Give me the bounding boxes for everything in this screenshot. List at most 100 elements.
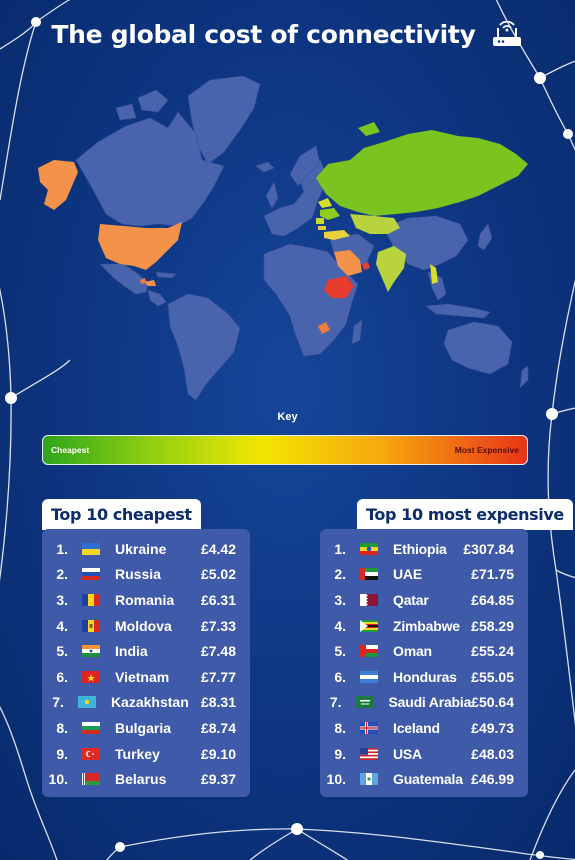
price-value: £55.05 — [471, 668, 514, 685]
rank-number: 4. — [56, 617, 68, 634]
rank-number: 2. — [56, 566, 68, 583]
rank-number: 1. — [56, 540, 68, 557]
map-ukraine — [320, 208, 340, 220]
rank-number: 9. — [56, 745, 68, 762]
list-item: 7. Saudi Arabia £50.64 — [320, 690, 528, 716]
list-item: 3. Romania £6.31 — [42, 587, 250, 613]
price-value: £49.73 — [471, 719, 514, 736]
map-africa — [263, 243, 359, 357]
rank-number: 6. — [56, 668, 68, 685]
wifi-router-icon — [492, 20, 521, 46]
usa-flag-icon — [360, 747, 378, 760]
list-item: 1. Ukraine £4.42 — [42, 536, 250, 562]
price-value: £4.42 — [200, 540, 236, 557]
map-iceland — [255, 161, 275, 173]
price-value: £7.33 — [200, 617, 236, 634]
map-belarus — [318, 198, 332, 208]
map-kazakhstan — [350, 214, 400, 234]
list-item: 2. Russia £5.02 — [42, 562, 250, 588]
country-name: Moldova — [115, 617, 172, 634]
vietnam-flag-icon — [82, 670, 100, 683]
bulgaria-flag-icon — [82, 721, 100, 734]
header: The global cost of connectivity — [0, 14, 575, 54]
map-vietnam — [430, 264, 438, 284]
rank-number: 4. — [334, 617, 346, 634]
uae-flag-icon — [360, 568, 378, 581]
price-value: £58.29 — [471, 617, 514, 634]
list-item: 9. USA £48.03 — [320, 741, 528, 767]
rank-number: 9. — [334, 745, 346, 762]
rank-number: 5. — [56, 643, 68, 660]
country-name: Iceland — [393, 719, 440, 736]
country-name: Turkey — [115, 745, 160, 762]
map-india — [376, 246, 406, 292]
world-map — [38, 75, 529, 401]
map-south-america — [167, 293, 241, 401]
india-flag-icon — [82, 645, 100, 658]
zimbabwe-flag-icon — [360, 619, 378, 632]
country-name: Romania — [115, 591, 175, 608]
map-mexico — [99, 263, 149, 295]
map-uae — [362, 262, 370, 270]
list-item: 7. Kazakhstan £8.31 — [42, 690, 250, 716]
price-value: £71.75 — [471, 566, 514, 583]
guatemala-flag-icon — [360, 773, 378, 786]
rank-number: 10. — [326, 771, 346, 788]
price-value: £48.03 — [471, 745, 514, 762]
country-name: Honduras — [393, 668, 457, 685]
price-value: £50.64 — [471, 694, 514, 711]
rank-number: 5. — [334, 643, 346, 660]
rank-number: 7. — [329, 694, 342, 711]
country-name: Russia — [115, 566, 161, 583]
price-value: £7.48 — [200, 643, 236, 660]
key-label: Key — [277, 411, 298, 423]
saudi-arabia-flag-icon — [355, 696, 374, 709]
map-romania — [316, 218, 324, 224]
cheapest-heading: Top 10 cheapest — [42, 499, 201, 530]
country-name: Zimbabwe — [393, 617, 460, 634]
country-name: Bulgaria — [115, 719, 172, 736]
list-item: 10. Belarus £9.37 — [42, 766, 250, 792]
qatar-flag-icon — [360, 593, 378, 606]
country-name: Kazakhstan — [110, 694, 189, 711]
country-name: India — [115, 643, 148, 660]
list-item: 5. India £7.48 — [42, 638, 250, 664]
price-value: £9.37 — [200, 771, 236, 788]
kazakhstan-flag-icon — [77, 696, 96, 709]
russia-flag-icon — [82, 568, 100, 581]
list-item: 2. UAE £71.75 — [320, 562, 528, 588]
ukraine-flag-icon — [82, 542, 100, 555]
most-expensive-panel: 1. Ethiopia £307.84 2. UAE £71.75 3. Qatar £64.8… — [320, 529, 528, 797]
map-bulgaria — [318, 226, 326, 230]
price-value: £8.31 — [200, 694, 236, 711]
turkey-flag-icon — [82, 747, 100, 760]
list-item: 4. Zimbabwe £58.29 — [320, 613, 528, 639]
rank-number: 10. — [48, 771, 68, 788]
list-item: 5. Oman £55.24 — [320, 638, 528, 664]
price-value: £9.10 — [200, 745, 236, 762]
country-name: Vietnam — [115, 668, 170, 685]
country-name: Ethiopia — [393, 540, 447, 557]
price-value: £46.99 — [471, 771, 514, 788]
price-value: £5.02 — [200, 566, 236, 583]
ethiopia-flag-icon — [360, 542, 378, 555]
moldova-flag-icon — [82, 619, 100, 632]
price-value: £64.85 — [471, 591, 514, 608]
map-zimbabwe — [318, 322, 330, 334]
list-item: 4. Moldova £7.33 — [42, 613, 250, 639]
list-item: 6. Vietnam £7.77 — [42, 664, 250, 690]
romania-flag-icon — [82, 593, 100, 606]
map-russia — [316, 130, 528, 216]
rank-number: 2. — [334, 566, 346, 583]
cheapest-panel: 1. Ukraine £4.42 2. Russia £5.02 3. Romania £6.3… — [42, 529, 250, 797]
country-name: Qatar — [393, 591, 429, 608]
country-name: Saudi Arabia — [388, 694, 472, 711]
most-expensive-heading: Top 10 most expensive — [357, 499, 573, 530]
country-name: UAE — [393, 566, 422, 583]
oman-flag-icon — [360, 645, 378, 658]
rank-number: 6. — [334, 668, 346, 685]
map-honduras — [144, 280, 156, 286]
map-guatemala — [140, 278, 146, 284]
page-title: The global cost of connectivity — [51, 19, 476, 49]
